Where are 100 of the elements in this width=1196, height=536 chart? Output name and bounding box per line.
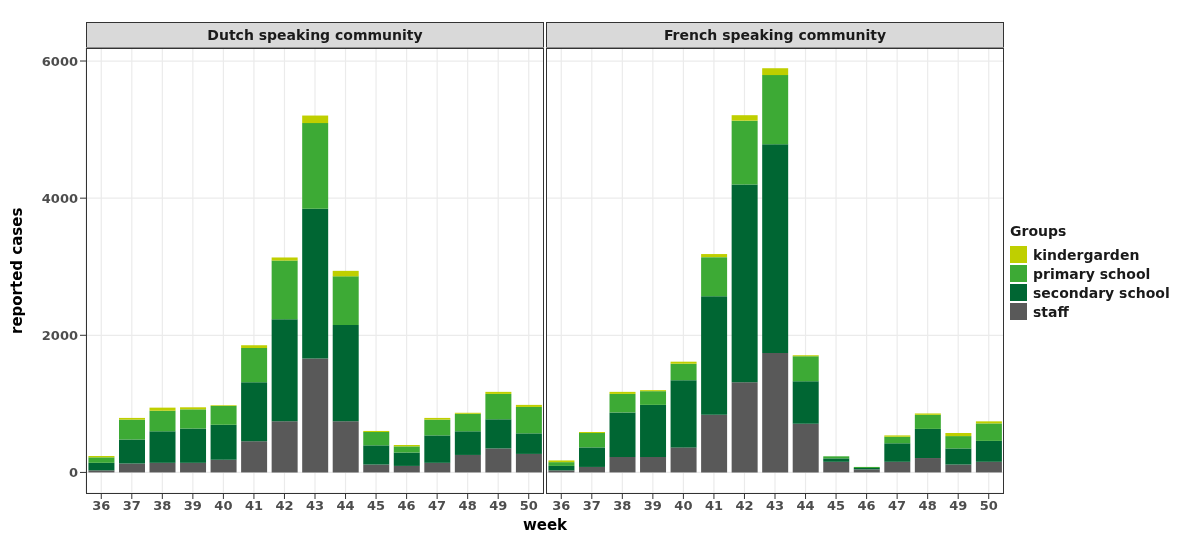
bar bbox=[515, 406, 542, 434]
bar bbox=[609, 412, 636, 457]
bar bbox=[640, 457, 667, 473]
x-tick-label: 41 bbox=[244, 498, 263, 514]
bar bbox=[792, 356, 819, 382]
bar bbox=[975, 461, 1002, 473]
bar bbox=[945, 448, 972, 465]
x-tick-label: 44 bbox=[336, 498, 355, 514]
bar bbox=[731, 120, 758, 185]
x-tick-label: 42 bbox=[735, 498, 754, 514]
bar bbox=[670, 380, 697, 448]
x-tick-label: 49 bbox=[489, 498, 508, 514]
bar bbox=[914, 428, 941, 459]
bar bbox=[210, 424, 237, 460]
bar bbox=[149, 431, 176, 463]
bar bbox=[180, 409, 207, 429]
bar bbox=[271, 319, 298, 422]
bar bbox=[393, 452, 420, 466]
bar bbox=[762, 75, 789, 145]
bar bbox=[210, 459, 237, 473]
x-tick-label: 38 bbox=[613, 498, 632, 514]
bar bbox=[485, 393, 512, 420]
legend-label: primary school bbox=[1033, 265, 1151, 282]
x-tick-label: 36 bbox=[92, 498, 111, 514]
x-tick-label: 45 bbox=[827, 498, 846, 514]
bar bbox=[762, 353, 789, 473]
bar bbox=[609, 391, 636, 394]
y-tick-label: 6000 bbox=[41, 53, 78, 69]
bar bbox=[762, 68, 789, 76]
bar bbox=[515, 453, 542, 473]
bar bbox=[88, 470, 115, 473]
bar bbox=[332, 421, 359, 473]
x-tick-label: 37 bbox=[122, 498, 141, 514]
bar bbox=[914, 414, 941, 429]
bar bbox=[332, 276, 359, 326]
bar bbox=[363, 445, 390, 465]
bar bbox=[609, 457, 636, 473]
bar bbox=[884, 443, 911, 462]
bar bbox=[241, 382, 268, 442]
bar bbox=[271, 257, 298, 261]
chart-title: Dutch speaking community bbox=[86, 22, 544, 48]
bar bbox=[792, 423, 819, 473]
bar bbox=[393, 446, 420, 453]
bar bbox=[454, 431, 481, 455]
bar bbox=[914, 458, 941, 473]
x-tick-label: 42 bbox=[275, 498, 294, 514]
bar bbox=[271, 421, 298, 473]
x-tick-label: 48 bbox=[918, 498, 937, 514]
bar bbox=[578, 433, 605, 448]
x-tick-label: 38 bbox=[153, 498, 172, 514]
bar bbox=[701, 254, 728, 258]
bar bbox=[548, 465, 575, 471]
x-tick-label: 43 bbox=[305, 498, 325, 514]
bar bbox=[271, 260, 298, 320]
x-tick-label: 49 bbox=[949, 498, 968, 514]
bar bbox=[731, 184, 758, 383]
x-tick-label: 39 bbox=[643, 498, 662, 514]
bar bbox=[393, 465, 420, 473]
x-tick-label: 37 bbox=[582, 498, 601, 514]
legend-title: Groups bbox=[1010, 223, 1068, 239]
bar bbox=[762, 144, 789, 354]
bar bbox=[945, 436, 972, 449]
bar bbox=[609, 393, 636, 413]
bar bbox=[88, 462, 115, 471]
bar bbox=[731, 382, 758, 473]
bar bbox=[823, 461, 850, 473]
bar bbox=[180, 428, 207, 463]
bar bbox=[241, 345, 268, 348]
bar bbox=[701, 414, 728, 473]
legend-label: secondary school bbox=[1033, 284, 1170, 301]
bar bbox=[670, 361, 697, 364]
bar bbox=[701, 257, 728, 297]
bar bbox=[945, 433, 972, 437]
bar bbox=[302, 358, 329, 473]
bar bbox=[548, 470, 575, 473]
x-axis-title: week bbox=[521, 516, 569, 534]
bar bbox=[118, 419, 145, 440]
bar bbox=[210, 405, 237, 425]
x-tick-label: 39 bbox=[183, 498, 202, 514]
bar bbox=[701, 296, 728, 415]
bar bbox=[454, 413, 481, 432]
bar bbox=[975, 421, 1002, 424]
x-tick-label: 50 bbox=[519, 498, 538, 514]
bar bbox=[975, 423, 1002, 441]
bar bbox=[731, 115, 758, 121]
bar bbox=[332, 325, 359, 422]
bar bbox=[118, 439, 145, 464]
x-tick-label: 36 bbox=[552, 498, 571, 514]
x-tick-label: 40 bbox=[674, 498, 693, 514]
y-tick-label: 4000 bbox=[41, 190, 78, 206]
x-tick-label: 50 bbox=[979, 498, 998, 514]
x-tick-label: 46 bbox=[397, 498, 416, 514]
bar bbox=[792, 381, 819, 424]
bar bbox=[241, 347, 268, 383]
bar bbox=[180, 407, 207, 410]
bar bbox=[884, 436, 911, 444]
bar bbox=[149, 407, 176, 411]
bar bbox=[302, 123, 329, 209]
bar bbox=[670, 447, 697, 473]
bar bbox=[88, 457, 115, 463]
